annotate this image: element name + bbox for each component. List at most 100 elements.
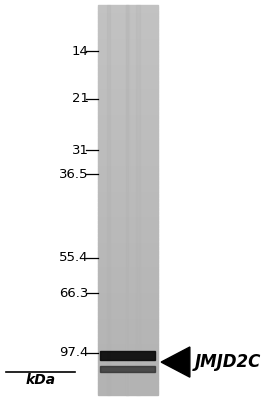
Bar (98, 112, 158, 113)
Bar (98, 125, 158, 126)
Bar (98, 82, 158, 83)
Bar (98, 116, 158, 117)
Bar (98, 21, 158, 22)
Bar (98, 353, 158, 354)
Text: 66.3: 66.3 (59, 287, 89, 300)
Bar (98, 243, 158, 244)
Bar (98, 288, 158, 290)
Bar (126, 5, 129, 395)
Bar (98, 313, 158, 314)
Bar (98, 379, 158, 380)
Bar (98, 7, 158, 8)
Bar (98, 76, 158, 77)
Bar (98, 240, 158, 242)
Bar (100, 366, 155, 372)
Bar (98, 270, 158, 271)
Bar (98, 372, 158, 374)
Bar (98, 154, 158, 156)
Bar (98, 40, 158, 42)
Bar (98, 165, 158, 166)
Bar (98, 317, 158, 318)
Text: JMJD2C: JMJD2C (194, 353, 261, 371)
Bar (98, 180, 158, 182)
Bar (98, 190, 158, 191)
Bar (98, 212, 158, 213)
Bar (98, 153, 158, 154)
Bar (98, 235, 158, 236)
Bar (98, 192, 158, 194)
Bar (98, 208, 158, 209)
Bar (98, 58, 158, 60)
Bar (98, 374, 158, 375)
Bar (98, 146, 158, 147)
Bar (98, 132, 158, 134)
Bar (98, 158, 158, 160)
Bar (98, 210, 158, 212)
Bar (98, 340, 158, 342)
Bar (98, 88, 158, 90)
Bar (98, 327, 158, 328)
Bar (98, 17, 158, 18)
Bar (98, 36, 158, 38)
Bar (98, 220, 158, 221)
Bar (98, 264, 158, 265)
Bar (98, 164, 158, 165)
Bar (98, 202, 158, 204)
Bar (98, 262, 158, 264)
Text: 21: 21 (72, 92, 89, 105)
Text: 97.4: 97.4 (59, 346, 89, 360)
Bar (98, 55, 158, 56)
Bar (98, 195, 158, 196)
Bar (98, 34, 158, 35)
Bar (98, 349, 158, 350)
Bar (98, 306, 158, 308)
Bar (98, 297, 158, 299)
Bar (98, 169, 158, 170)
Bar (98, 72, 158, 73)
Bar (98, 117, 158, 118)
Bar (98, 358, 158, 360)
Bar (98, 279, 158, 280)
Bar (98, 336, 158, 338)
Bar (98, 227, 158, 228)
Bar (98, 342, 158, 343)
Bar (98, 322, 158, 323)
Bar (98, 234, 158, 235)
Bar (98, 339, 158, 340)
Bar (98, 367, 158, 369)
Bar (98, 265, 158, 266)
Bar (98, 286, 158, 287)
Bar (126, 5, 128, 395)
Bar (98, 216, 158, 217)
Text: 31: 31 (72, 144, 89, 157)
Bar (98, 138, 158, 139)
Bar (98, 296, 158, 297)
Bar (98, 370, 158, 371)
Bar (98, 48, 158, 50)
Bar (98, 77, 158, 78)
Bar (98, 172, 158, 173)
Bar (98, 331, 158, 332)
Bar (98, 134, 158, 135)
Bar (98, 98, 158, 99)
Bar (98, 304, 158, 305)
Bar (98, 356, 158, 357)
Bar (98, 256, 158, 257)
Bar (98, 248, 158, 249)
Bar (98, 84, 158, 86)
Bar (98, 205, 158, 206)
Bar (98, 305, 158, 306)
Bar (98, 69, 158, 70)
Bar (98, 140, 158, 142)
Bar (98, 362, 158, 364)
Bar (98, 14, 158, 16)
Bar (98, 170, 158, 172)
Bar (98, 187, 158, 188)
Bar (98, 199, 158, 200)
Bar (98, 191, 158, 192)
Bar (98, 52, 158, 53)
Bar (98, 35, 158, 36)
Bar (136, 5, 140, 395)
Text: 36.5: 36.5 (59, 168, 89, 181)
Bar (98, 196, 158, 198)
